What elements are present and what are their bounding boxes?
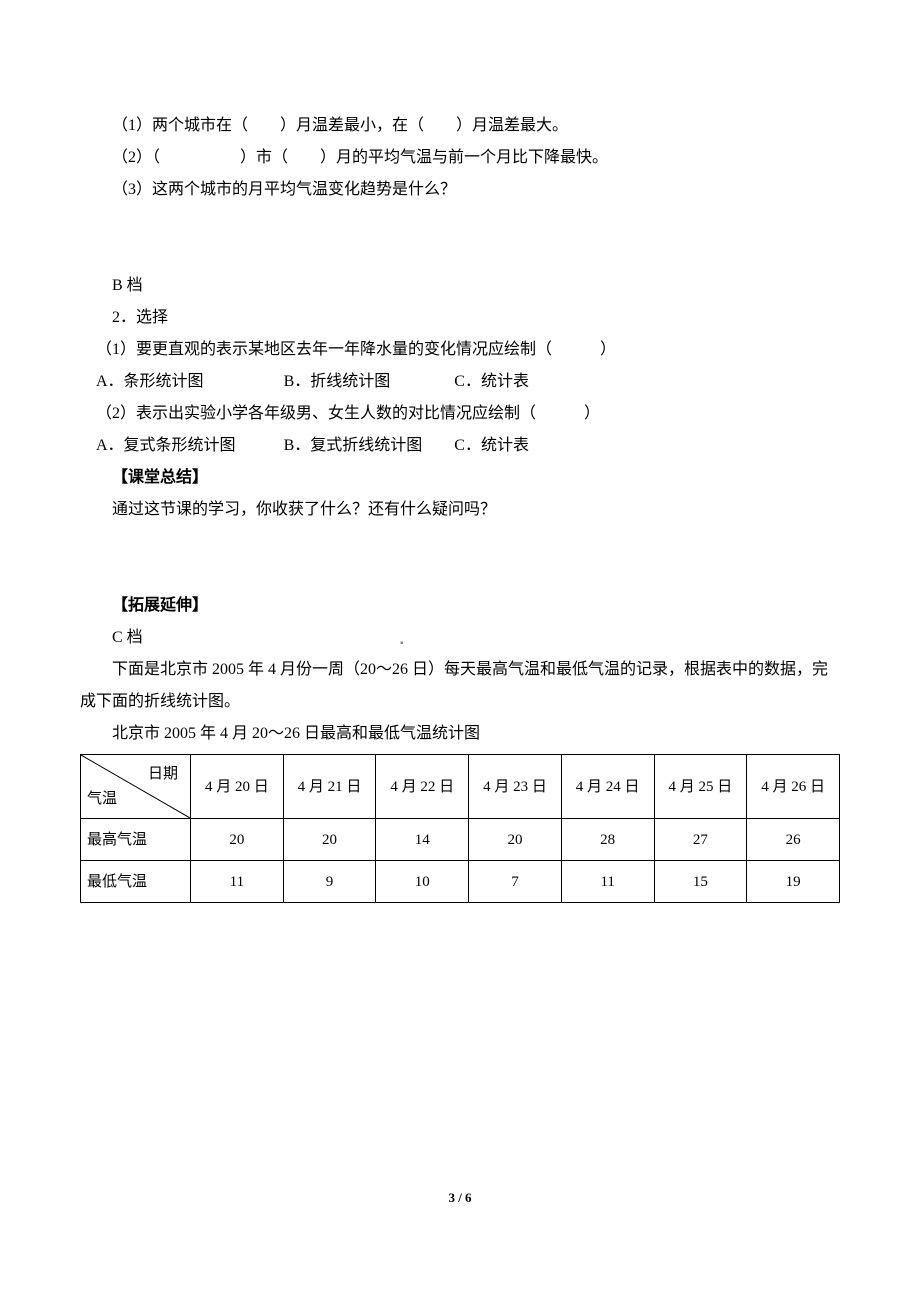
page-number: 3 / 6 — [0, 1190, 920, 1206]
mc2-option-a: A．复式条形统计图 — [96, 437, 236, 454]
mc2-option-b: B．复式折线统计图 — [284, 437, 423, 454]
table-diagonal-header: 日期 气温 — [81, 755, 191, 819]
mc1-option-b: B．折线统计图 — [284, 373, 391, 390]
diag-header-bottom: 气温 — [87, 784, 117, 814]
mc2-option-c: C．统计表 — [454, 437, 529, 454]
table-cell: 9 — [283, 861, 376, 903]
col-header: 4 月 20 日 — [191, 755, 284, 819]
table-cell: 15 — [654, 861, 747, 903]
mc1-option-a: A．条形统计图 — [96, 373, 204, 390]
mc2-stem: （2）表示出实验小学各年级男、女生人数的对比情况应绘制（ ） — [80, 398, 840, 430]
summary-body: 通过这节课的学习，你收获了什么？还有什么疑问吗？ — [80, 494, 840, 526]
mc1-stem: （1）要更直观的表示某地区去年一年降水量的变化情况应绘制（ ） — [80, 334, 840, 366]
table-cell: 28 — [561, 819, 654, 861]
col-header: 4 月 23 日 — [469, 755, 562, 819]
temperature-table: 日期 气温 4 月 20 日 4 月 21 日 4 月 22 日 4 月 23 … — [80, 754, 840, 903]
diag-header-top: 日期 — [148, 759, 178, 789]
page-body: （1）两个城市在（ ）月温差最小，在（ ）月温差最大。 （2）（ ）市（ ）月的… — [0, 0, 920, 903]
col-header: 4 月 21 日 — [283, 755, 376, 819]
table-cell: 26 — [747, 819, 840, 861]
temperature-table-wrap: 日期 气温 4 月 20 日 4 月 21 日 4 月 22 日 4 月 23 … — [80, 754, 840, 903]
question-2: （2）（ ）市（ ）月的平均气温与前一个月比下降最快。 — [80, 142, 840, 174]
row-label: 最低气温 — [81, 861, 191, 903]
mc1-options: A．条形统计图 B．折线统计图 C．统计表 — [80, 366, 840, 398]
summary-heading: 【课堂总结】 — [80, 462, 840, 494]
section-c-label: C 档 — [80, 622, 840, 654]
question-1: （1）两个城市在（ ）月温差最小，在（ ）月温差最大。 — [80, 110, 840, 142]
spacer — [80, 526, 840, 590]
col-header: 4 月 26 日 — [747, 755, 840, 819]
table-cell: 11 — [191, 861, 284, 903]
table-cell: 7 — [469, 861, 562, 903]
table-cell: 20 — [283, 819, 376, 861]
extension-intro: 下面是北京市 2005 年 4 月份一周（20～26 日）每天最高气温和最低气温… — [80, 654, 840, 718]
table-cell: 27 — [654, 819, 747, 861]
table-cell: 19 — [747, 861, 840, 903]
table-cell: 20 — [469, 819, 562, 861]
col-header: 4 月 25 日 — [654, 755, 747, 819]
mc2-options: A．复式条形统计图 B．复式折线统计图 C．统计表 — [80, 430, 840, 462]
mc1-option-c: C．统计表 — [454, 373, 529, 390]
col-header: 4 月 22 日 — [376, 755, 469, 819]
table-cell: 11 — [561, 861, 654, 903]
table-cell: 20 — [191, 819, 284, 861]
table-row: 最低气温 11 9 10 7 11 15 19 — [81, 861, 840, 903]
col-header: 4 月 24 日 — [561, 755, 654, 819]
extension-heading: 【拓展延伸】 — [80, 590, 840, 622]
question-3: （3）这两个城市的月平均气温变化趋势是什么？ — [80, 174, 840, 206]
section-b-title: 2．选择 — [80, 302, 840, 334]
section-b-label: B 档 — [80, 270, 840, 302]
row-label: 最高气温 — [81, 819, 191, 861]
table-header-row: 日期 气温 4 月 20 日 4 月 21 日 4 月 22 日 4 月 23 … — [81, 755, 840, 819]
table-cell: 14 — [376, 819, 469, 861]
table-title: 北京市 2005 年 4 月 20～26 日最高和最低气温统计图 — [80, 718, 840, 750]
watermark-icon: ▪ — [400, 638, 404, 649]
spacer — [80, 206, 840, 270]
table-row: 最高气温 20 20 14 20 28 27 26 — [81, 819, 840, 861]
table-cell: 10 — [376, 861, 469, 903]
